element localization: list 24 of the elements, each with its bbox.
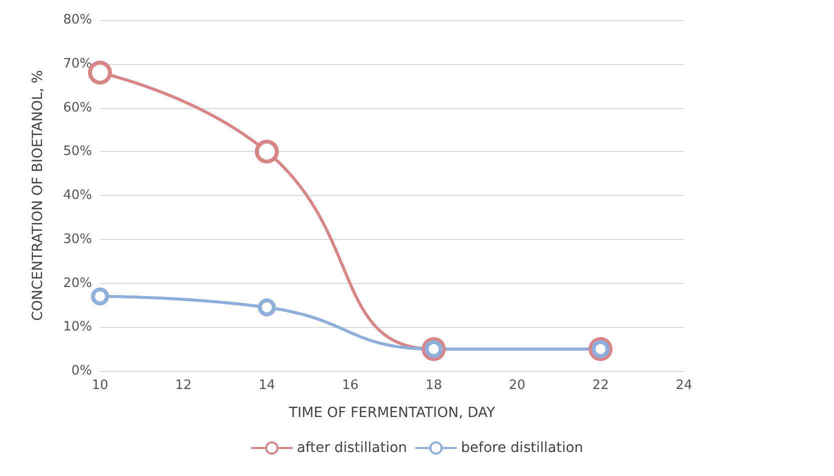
- x-tick-label: 22: [592, 378, 609, 393]
- point: [258, 298, 276, 316]
- x-tick-label: 14: [258, 378, 276, 393]
- y-tick-label: 70%: [63, 56, 92, 72]
- x-tick-label: 24: [676, 378, 692, 393]
- x-tick-label: 10: [92, 378, 108, 393]
- legend-label: after distillation: [296, 440, 408, 456]
- y-tick-label: 20%: [63, 276, 92, 291]
- point: [91, 287, 109, 306]
- x-axis-title: TIME OF FERMENTATION, DAY: [288, 405, 496, 421]
- y-tick-label: 60%: [63, 100, 92, 116]
- y-tick-label: 10%: [63, 320, 92, 335]
- y-tick-label: 80%: [63, 12, 92, 28]
- x-tick-label: 16: [342, 378, 359, 393]
- y-tick-label: 30%: [63, 232, 92, 247]
- legend-label: before distillation: [461, 440, 584, 456]
- point: [254, 140, 279, 164]
- x-tick-label: 18: [425, 378, 442, 393]
- y-axis-title: CONCENTRATION OF BIOETANOL, %: [30, 70, 46, 321]
- y-tick-label: 40%: [63, 188, 92, 203]
- x-tick-label: 12: [175, 378, 192, 393]
- y-tick-label: 50%: [63, 144, 92, 160]
- x-tick-label: 20: [508, 378, 526, 393]
- y-tick-label: 0%: [71, 364, 92, 378]
